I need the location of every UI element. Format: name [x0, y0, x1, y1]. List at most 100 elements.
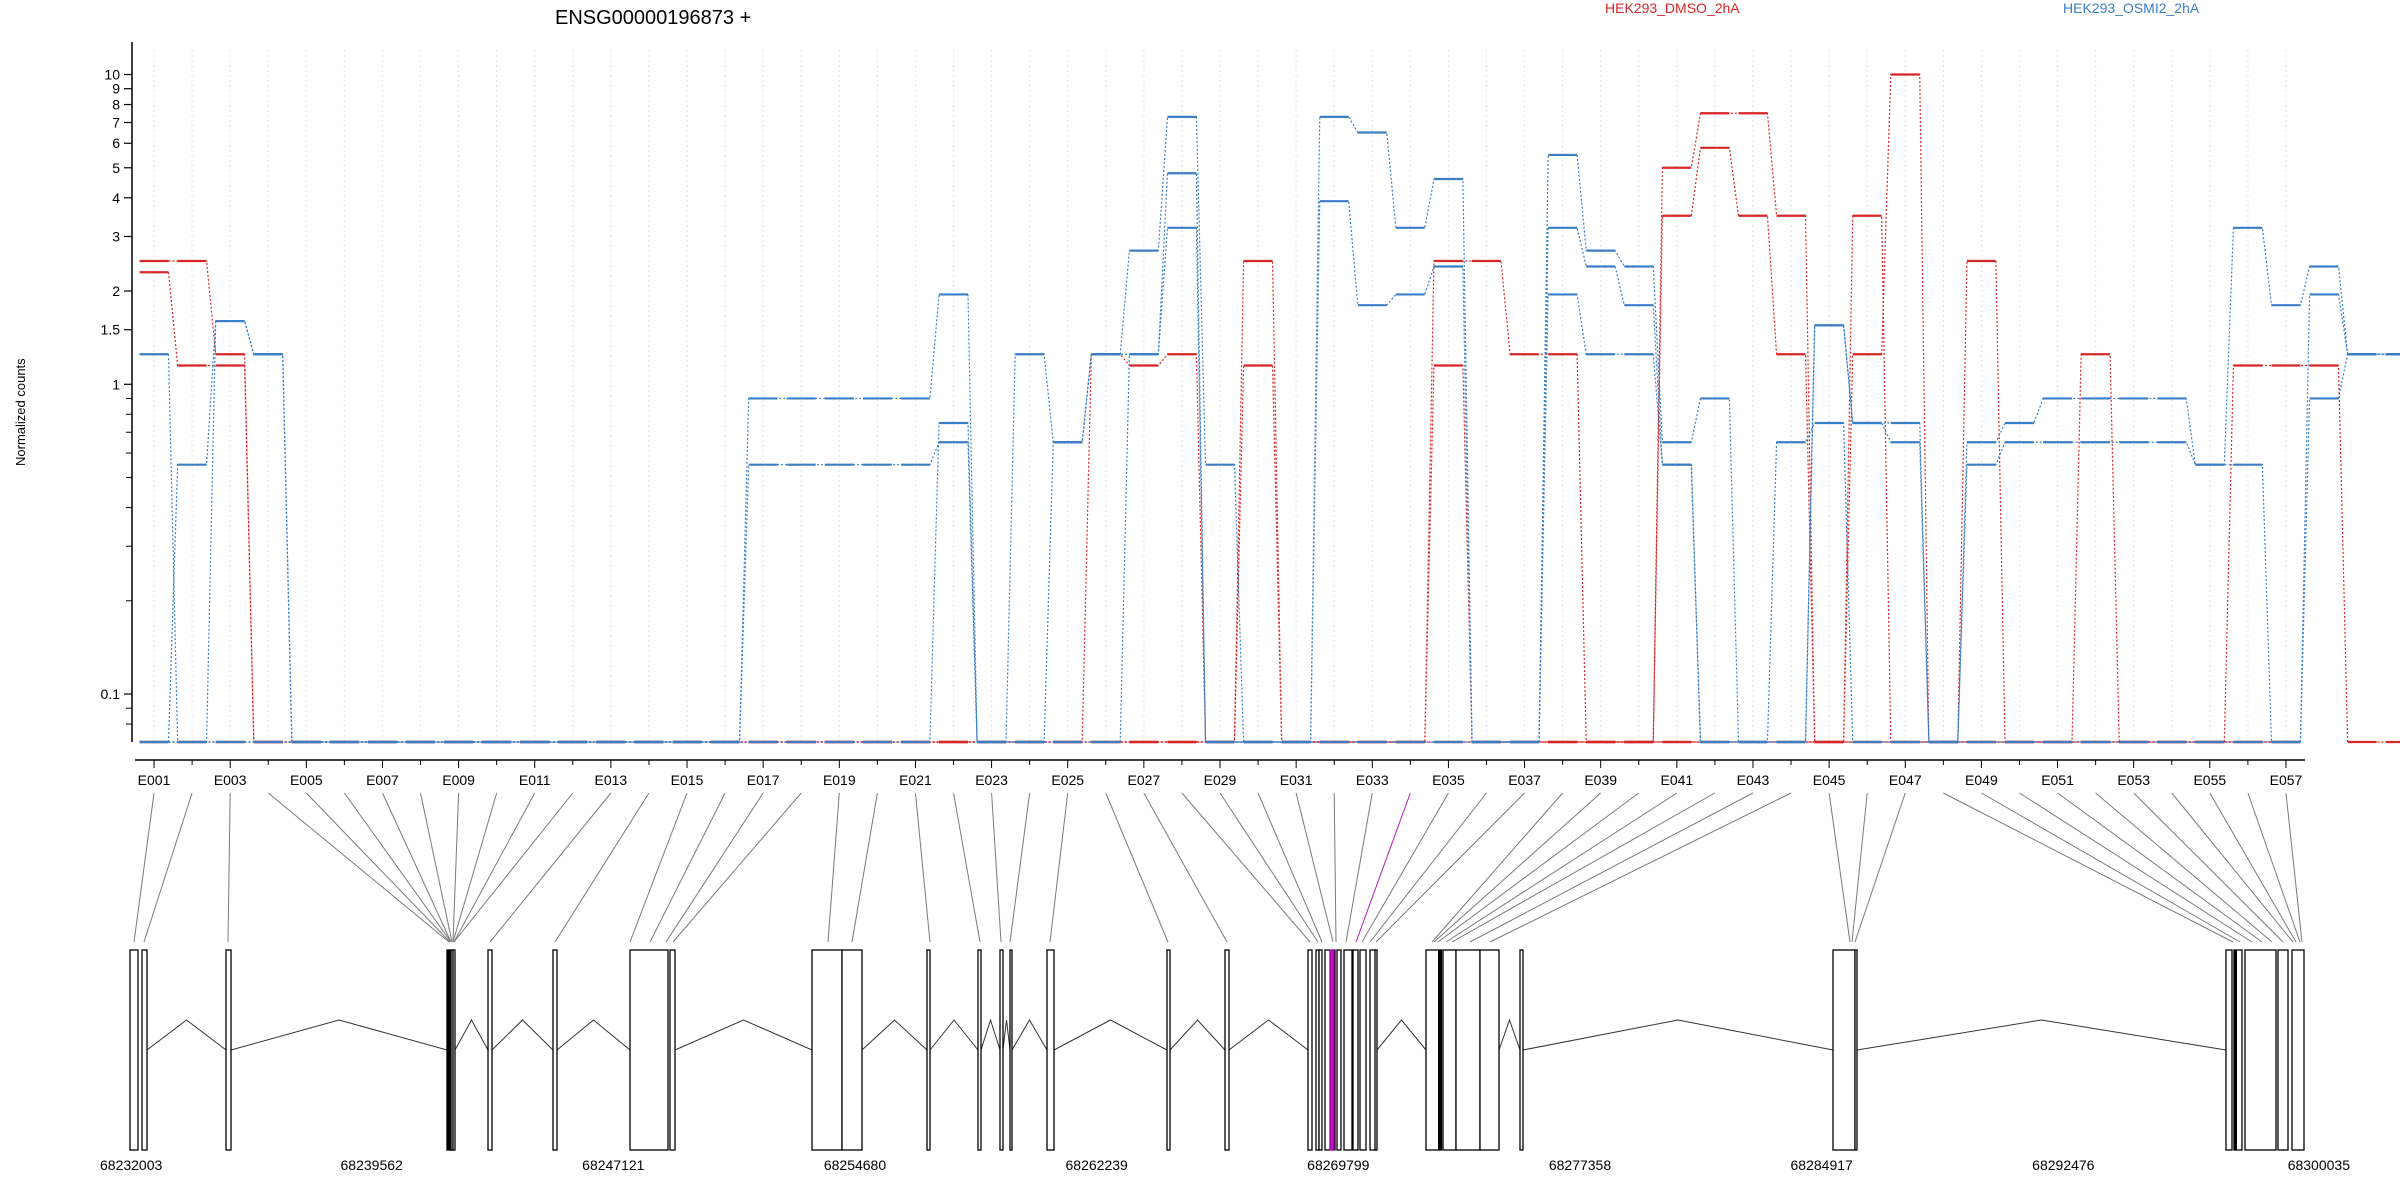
x-tick-label: E001 [138, 772, 171, 788]
intron [1856, 1019, 2227, 1051]
dense-exon-block [447, 950, 451, 1150]
exon-connector [629, 792, 688, 943]
x-tick-label: E019 [823, 772, 856, 788]
exon-connector [143, 792, 193, 943]
exon-connector [1469, 792, 1754, 943]
coordinate-label: 68262239 [1066, 1157, 1129, 1173]
exon-connector [2057, 792, 2263, 943]
exon-box [1318, 949, 1323, 1151]
intron [1522, 1019, 1834, 1051]
exon-box [926, 949, 931, 1151]
intron [1169, 1019, 1226, 1051]
exon-connector [1828, 792, 1851, 943]
exon-connector [343, 792, 452, 943]
x-tick-label: E009 [442, 772, 475, 788]
exon-box [487, 949, 493, 1151]
exon-connector [2209, 792, 2297, 943]
exon-connector [1295, 792, 1334, 943]
x-tick-label: E013 [595, 772, 628, 788]
y-tick-label: 9 [112, 81, 120, 97]
intron [1011, 1019, 1048, 1051]
intron [556, 1019, 631, 1051]
x-tick-label: E003 [214, 772, 247, 788]
exon-connector [1257, 792, 1323, 943]
exon-box [629, 949, 669, 1151]
exon-connector [1345, 792, 1373, 943]
exon-connector-lines [133, 792, 2303, 943]
exon-connector [991, 792, 1002, 943]
dense-exon-block [1438, 950, 1441, 1150]
exon-connector [554, 792, 650, 943]
exon-connector [452, 792, 460, 943]
exon-connector [1851, 792, 1868, 943]
coordinate-label: 68239562 [341, 1157, 404, 1173]
intron [230, 1019, 448, 1051]
exon-box [1442, 949, 1457, 1151]
y-tick-label: 10 [104, 67, 120, 83]
coordinate-label: 68247121 [582, 1157, 645, 1173]
intron [1498, 1018, 1521, 1051]
exon-box [1374, 949, 1378, 1151]
intron [454, 1018, 489, 1051]
intron [929, 1019, 979, 1051]
exon-box [2244, 949, 2277, 1151]
y-tick-label: 6 [112, 135, 120, 151]
exon-connector [382, 792, 452, 943]
exon-connector [1445, 792, 1678, 943]
exon-box [1519, 949, 1524, 1151]
exon-box [1832, 949, 1856, 1151]
x-tick-label: E023 [975, 772, 1008, 788]
coordinate-label: 68232003 [100, 1157, 163, 1173]
exon-connector [420, 792, 453, 943]
exon-connector [1181, 792, 1311, 943]
intron [1002, 1019, 1011, 1051]
dense-exon-block [2234, 950, 2237, 1150]
intron [1228, 1019, 1309, 1051]
exon-connector [2133, 792, 2284, 943]
x-tick-label: E015 [671, 772, 704, 788]
exon-connector [1375, 792, 1525, 943]
exon-connector [1361, 792, 1449, 943]
exon-connector [665, 792, 764, 943]
exon-box [2277, 949, 2289, 1151]
exon-connector [1431, 792, 1564, 943]
exon-connector [1333, 792, 1337, 943]
series-line [167, 116, 2400, 743]
y-tick-label: 0.1 [101, 686, 121, 702]
series-3 [139, 364, 2400, 744]
coordinate-label: 68284917 [1791, 1157, 1854, 1173]
coordinate-label: 68292476 [2032, 1157, 2095, 1173]
exon-box [2225, 949, 2233, 1151]
x-tick-label: E057 [2270, 772, 2303, 788]
y-axis-label: Normalized counts [13, 358, 28, 466]
exon-box [1479, 949, 1500, 1151]
exon-connector [1049, 792, 1069, 943]
exon-box [1343, 949, 1353, 1151]
x-tick-label: E033 [1356, 772, 1389, 788]
x-tick-label: E005 [290, 772, 323, 788]
exon-connector [1009, 792, 1031, 943]
series-6 [139, 226, 2400, 744]
exon-connector [1369, 792, 1487, 943]
exon-box [977, 949, 982, 1151]
exon-box [1854, 949, 1858, 1151]
highlighted-exon [1329, 949, 1335, 1151]
exon-box [1352, 949, 1359, 1151]
series-4 [139, 115, 2400, 744]
x-tick-label: E045 [1813, 772, 1846, 788]
x-tick-label: E017 [747, 772, 780, 788]
exon-connector [914, 792, 931, 943]
exon-connector [227, 792, 231, 943]
exon-box [1425, 949, 1441, 1151]
exon-box [2291, 949, 2305, 1151]
x-tick-label: E011 [519, 772, 551, 788]
x-tick-label: E007 [366, 772, 399, 788]
exon-box [1455, 949, 1481, 1151]
exon-connector [1105, 792, 1169, 943]
x-tick-label: E037 [1508, 772, 1541, 788]
exon-connector [2095, 792, 2273, 943]
x-tick-label: E025 [1051, 772, 1084, 788]
x-tick-label: E035 [1432, 772, 1465, 788]
